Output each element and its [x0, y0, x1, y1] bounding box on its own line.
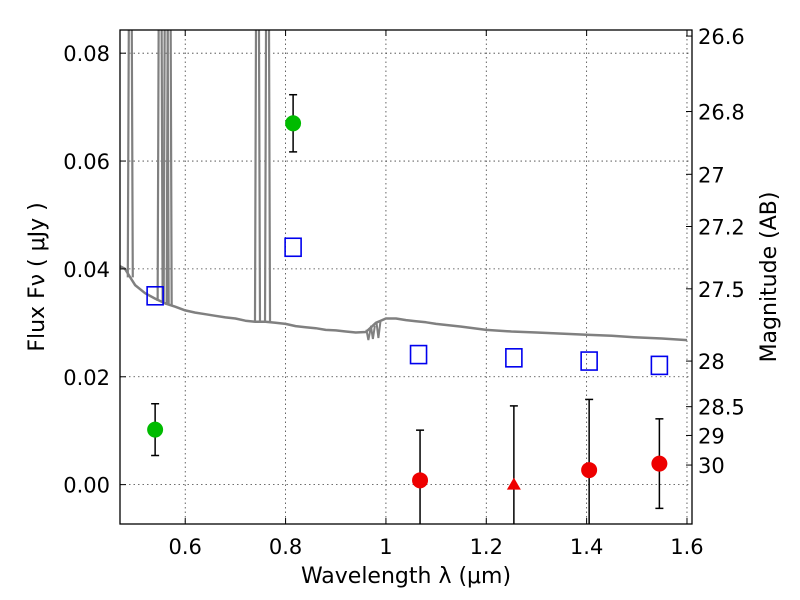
x-tick-label: 1.2 — [470, 535, 503, 559]
upper-limit-point — [506, 477, 521, 490]
emission-line — [263, 29, 272, 322]
model-flux-point — [146, 285, 164, 306]
spectrum-continuum — [119, 265, 688, 342]
axis-ticks: 0.6 0.8 1 1.2 1.4 1.6 0.00 0.02 0.04 0.06 0.08 26.6… — [63, 25, 745, 559]
mag-tick-label: 26.8 — [698, 101, 745, 125]
model-flux-point — [409, 344, 428, 365]
plot-frame — [119, 29, 693, 525]
photometry-point — [147, 421, 164, 438]
y-tick-label: 0.04 — [63, 258, 110, 282]
mag-tick-label: 28 — [698, 350, 725, 374]
mag-tick-label: 26.6 — [698, 25, 745, 49]
absorption-line — [375, 321, 382, 339]
emission-line — [156, 29, 164, 302]
mag-tick-label: 30 — [698, 454, 725, 478]
mag-tick-label: 27 — [698, 163, 725, 187]
grid-lines — [120, 30, 692, 524]
y-tick-label: 0.08 — [63, 42, 110, 66]
absorption-line — [365, 329, 372, 341]
x-tick-label: 1 — [379, 535, 392, 559]
axes — [119, 29, 693, 525]
model-flux-point — [505, 348, 523, 368]
y-axis-title: Flux Fν ( μJy ) — [25, 202, 50, 351]
model-flux-point — [650, 355, 669, 376]
emission-line — [165, 29, 173, 305]
mag-tick-label: 27.5 — [698, 278, 745, 302]
emission-line — [253, 29, 262, 322]
mag-tick-label: 29 — [698, 424, 725, 448]
absorption-line — [369, 325, 376, 340]
emission-line — [126, 29, 134, 278]
x-tick-label: 0.6 — [169, 535, 202, 559]
x-tick-label: 1.6 — [670, 535, 703, 559]
model-flux-point — [580, 351, 598, 371]
photometry-point — [285, 115, 302, 132]
model-spectrum — [119, 29, 688, 342]
data-points — [146, 93, 669, 524]
x-tick-label: 1.4 — [570, 535, 603, 559]
photometry-point — [581, 462, 598, 479]
model-flux-point — [284, 237, 302, 258]
photometry-point — [412, 472, 429, 489]
mag-tick-label: 28.5 — [698, 396, 745, 420]
y-tick-label: 0.02 — [63, 366, 110, 390]
y-tick-label: 0.06 — [63, 150, 110, 174]
mag-tick-label: 27.2 — [698, 216, 745, 240]
y-tick-label: 0.00 — [63, 474, 110, 498]
y2-axis-title: Magnitude (AB) — [757, 192, 782, 363]
x-axis-title: Wavelength λ (μm) — [301, 564, 511, 589]
photometry-point — [651, 455, 668, 472]
x-tick-label: 0.8 — [269, 535, 302, 559]
